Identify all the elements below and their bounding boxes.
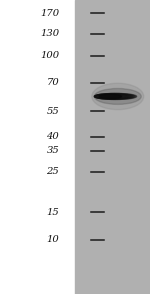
Ellipse shape [94, 93, 136, 99]
Text: 10: 10 [46, 235, 59, 244]
Bar [75, 0, 150, 294]
Text: 70: 70 [46, 78, 59, 87]
Ellipse shape [94, 94, 129, 99]
Ellipse shape [94, 93, 135, 99]
Ellipse shape [94, 88, 141, 104]
Text: 130: 130 [40, 29, 59, 38]
Text: 170: 170 [40, 9, 59, 18]
Text: 25: 25 [46, 168, 59, 176]
Text: 55: 55 [46, 107, 59, 116]
Text: 15: 15 [46, 208, 59, 217]
Text: 40: 40 [46, 132, 59, 141]
Ellipse shape [99, 94, 122, 99]
Text: 100: 100 [40, 51, 59, 60]
Bar [0, 0, 75, 294]
Ellipse shape [92, 83, 144, 110]
Text: 35: 35 [46, 146, 59, 155]
Ellipse shape [94, 94, 133, 99]
Ellipse shape [94, 94, 131, 99]
Ellipse shape [94, 94, 127, 99]
